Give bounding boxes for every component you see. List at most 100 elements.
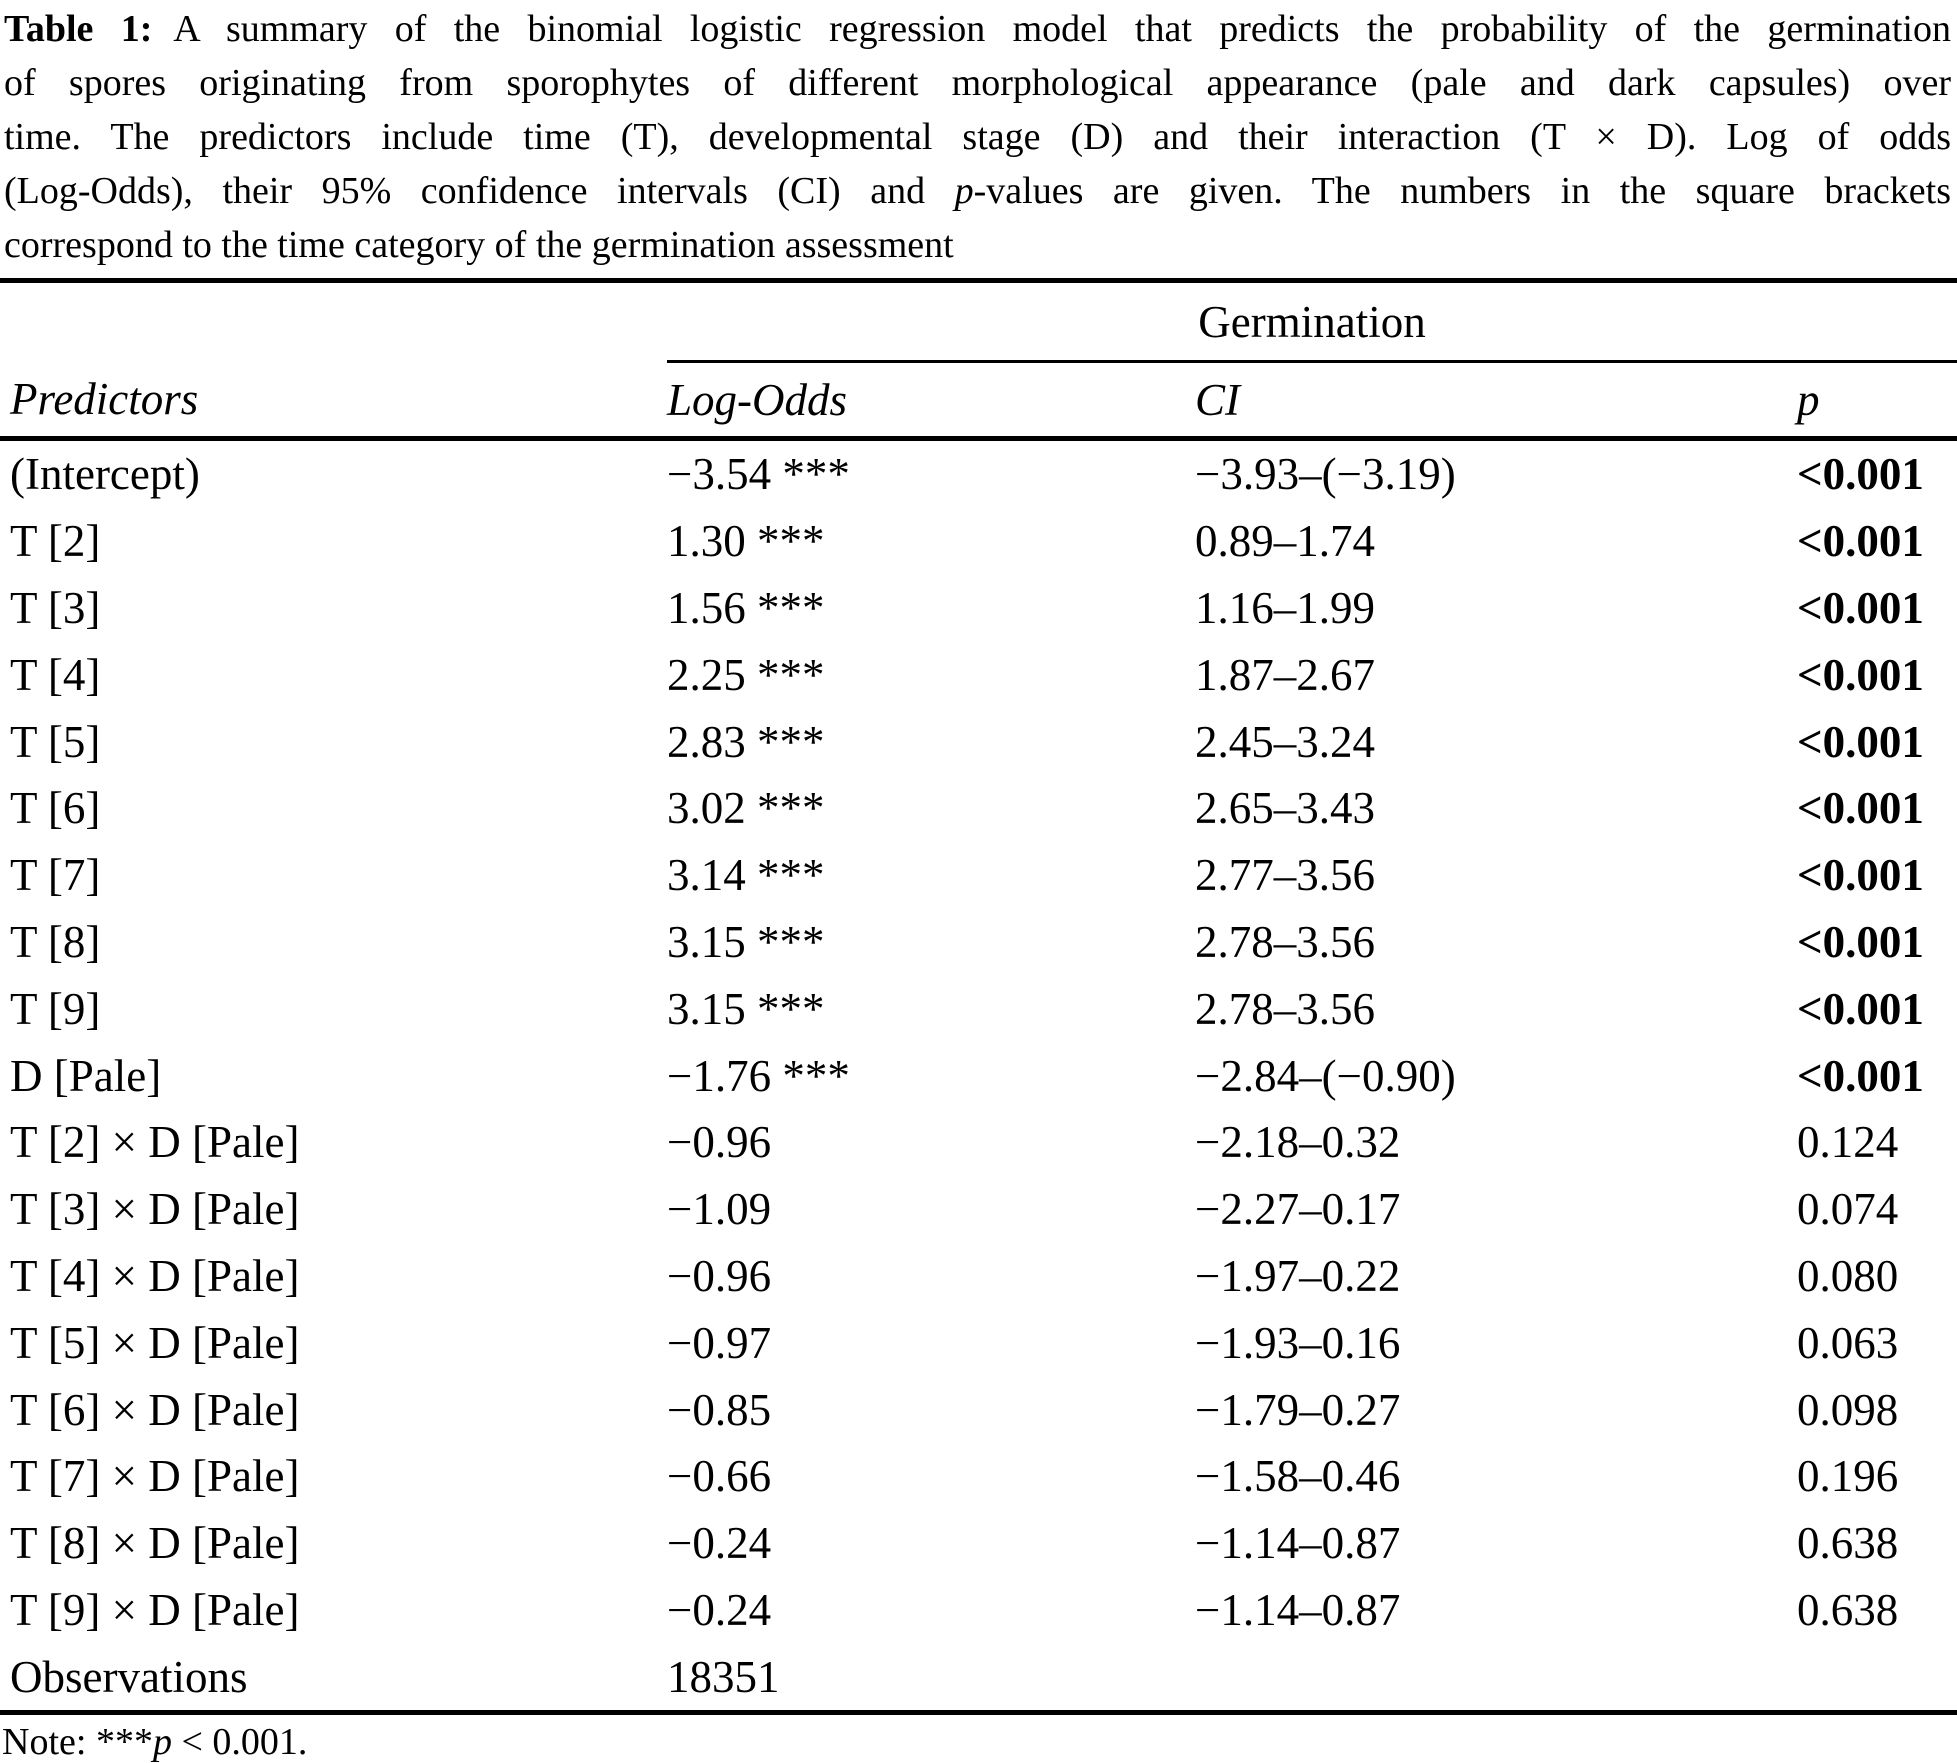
ci-cell: −1.97–0.22 — [1195, 1250, 1401, 1301]
p-cell: <0.001 — [1797, 716, 1924, 767]
ci-cell: 2.78–3.56 — [1195, 983, 1375, 1034]
log-odds-cell: 2.25 *** — [667, 649, 825, 700]
predictor-cell: T [8] × D [Pale] — [10, 1518, 300, 1569]
predictor-cell: T [6] × D [Pale] — [10, 1384, 300, 1435]
ci-cell: 2.65–3.43 — [1195, 783, 1375, 834]
log-odds-cell: −0.97 — [667, 1317, 772, 1368]
ci-cell: −1.14–0.87 — [1195, 1584, 1401, 1635]
predictor-cell: T [2] — [10, 516, 101, 567]
p-cell: 0.098 — [1797, 1384, 1899, 1435]
p-cell: 0.638 — [1797, 1518, 1899, 1569]
ci-cell: −1.93–0.16 — [1195, 1317, 1401, 1368]
predictor-cell: D [Pale] — [10, 1050, 162, 1101]
log-odds-cell: −0.85 — [667, 1384, 772, 1435]
ci-cell: 0.89–1.74 — [1195, 516, 1375, 567]
p-cell: <0.001 — [1797, 449, 1924, 500]
note-threshold: < 0.001. — [171, 1721, 308, 1763]
predictor-cell: T [9] — [10, 983, 101, 1034]
log-odds-cell: −0.66 — [667, 1451, 772, 1502]
column-header-predictors: Predictors — [0, 361, 667, 441]
log-odds-cell: 3.15 *** — [667, 983, 825, 1034]
p-cell: 0.638 — [1797, 1584, 1899, 1635]
regression-table: Germination Predictors Log-Odds CI p (In… — [0, 278, 1957, 1716]
log-odds-cell: −1.09 — [667, 1184, 772, 1235]
note-p-symbol: p — [152, 1721, 172, 1763]
table-row: T [7] × D [Pale] −0.66 −1.58–0.46 0.196 — [0, 1443, 1957, 1510]
table-row: T [9] 3.15 *** 2.78–3.56 <0.001 — [0, 975, 1957, 1042]
p-cell: 0.196 — [1797, 1451, 1899, 1502]
log-odds-cell: −3.54 *** — [667, 449, 850, 500]
note-prefix: Note: — [2, 1721, 96, 1763]
table-caption: Table 1: A summary of the binomial logist… — [0, 0, 1957, 272]
observations-label: Observations — [10, 1651, 248, 1702]
column-header-ci: CI — [1195, 361, 1797, 441]
p-cell: <0.001 — [1797, 850, 1924, 901]
group-header-row: Germination — [0, 280, 1957, 363]
caption-line-5: correspond to the time category of the g… — [4, 224, 954, 266]
ci-cell: −1.14–0.87 — [1195, 1518, 1401, 1569]
table-row: (Intercept) −3.54 *** −3.93–(−3.19) <0.001 — [0, 439, 1957, 508]
predictor-cell: (Intercept) — [10, 449, 200, 500]
p-cell: <0.001 — [1797, 1050, 1924, 1101]
log-odds-cell: 2.83 *** — [667, 716, 825, 767]
table-row: T [4] × D [Pale] −0.96 −1.97–0.22 0.080 — [0, 1243, 1957, 1310]
predictor-cell: T [4] — [10, 649, 101, 700]
table-number-label: Table 1: — [4, 8, 153, 50]
table-note: Note: ***p < 0.001. — [0, 1722, 1957, 1762]
p-cell: <0.001 — [1797, 649, 1924, 700]
ci-cell: 1.87–2.67 — [1195, 649, 1375, 700]
p-cell: <0.001 — [1797, 983, 1924, 1034]
ci-cell: −2.18–0.32 — [1195, 1117, 1401, 1168]
caption-p-symbol: p — [954, 170, 974, 212]
p-cell: 0.124 — [1797, 1117, 1899, 1168]
caption-line-2: of spores originating from sporophytes o… — [4, 62, 1951, 104]
observations-value: 18351 — [667, 1651, 780, 1702]
table-row: T [2] × D [Pale] −0.96 −2.18–0.32 0.124 — [0, 1109, 1957, 1176]
ci-cell: −1.58–0.46 — [1195, 1451, 1401, 1502]
p-cell: <0.001 — [1797, 916, 1924, 967]
table-row: T [9] × D [Pale] −0.24 −1.14–0.87 0.638 — [0, 1577, 1957, 1644]
table-row: T [6] × D [Pale] −0.85 −1.79–0.27 0.098 — [0, 1376, 1957, 1443]
column-header-log-odds: Log-Odds — [667, 361, 1195, 441]
table-row: T [6] 3.02 *** 2.65–3.43 <0.001 — [0, 775, 1957, 842]
log-odds-cell: −0.24 — [667, 1518, 772, 1569]
ci-cell: −1.79–0.27 — [1195, 1384, 1401, 1435]
table-row: T [3] × D [Pale] −1.09 −2.27–0.17 0.074 — [0, 1176, 1957, 1243]
caption-line-4: (Log-Odds), their 95% confidence interva… — [4, 164, 1951, 218]
table-row: T [2] 1.30 *** 0.89–1.74 <0.001 — [0, 508, 1957, 575]
log-odds-cell: −0.24 — [667, 1584, 772, 1635]
p-cell: 0.074 — [1797, 1184, 1899, 1235]
table-row: D [Pale] −1.76 *** −2.84–(−0.90) <0.001 — [0, 1042, 1957, 1109]
predictor-cell: T [3] × D [Pale] — [10, 1184, 300, 1235]
table-row: T [7] 3.14 *** 2.77–3.56 <0.001 — [0, 842, 1957, 909]
caption-text-1: A summary of the binomial logistic regre… — [173, 8, 1951, 50]
predictor-cell: T [8] — [10, 916, 101, 967]
p-cell: <0.001 — [1797, 783, 1924, 834]
log-odds-cell: −0.96 — [667, 1117, 772, 1168]
caption-line-3: time. The predictors include time (T), d… — [4, 116, 1951, 158]
predictor-cell: T [5] — [10, 716, 101, 767]
log-odds-cell: −1.76 *** — [667, 1050, 850, 1101]
p-cell: <0.001 — [1797, 582, 1924, 633]
predictor-cell: T [5] × D [Pale] — [10, 1317, 300, 1368]
p-cell: 0.080 — [1797, 1250, 1899, 1301]
table-row: T [3] 1.56 *** 1.16–1.99 <0.001 — [0, 575, 1957, 642]
ci-cell: −2.84–(−0.90) — [1195, 1050, 1456, 1101]
table-row: T [4] 2.25 *** 1.87–2.67 <0.001 — [0, 641, 1957, 708]
table-row: T [5] × D [Pale] −0.97 −1.93–0.16 0.063 — [0, 1309, 1957, 1376]
table-row: T [8] × D [Pale] −0.24 −1.14–0.87 0.638 — [0, 1510, 1957, 1577]
observations-row: Observations 18351 — [0, 1643, 1957, 1712]
ci-cell-empty — [1195, 1643, 1797, 1712]
ci-cell: 2.77–3.56 — [1195, 850, 1375, 901]
group-header-germination: Germination — [667, 280, 1957, 363]
log-odds-cell: 3.02 *** — [667, 783, 825, 834]
ci-cell: 2.78–3.56 — [1195, 916, 1375, 967]
table-row: T [5] 2.83 *** 2.45–3.24 <0.001 — [0, 708, 1957, 775]
predictor-cell: T [3] — [10, 582, 101, 633]
caption-text-4a: (Log-Odds), their 95% confidence interva… — [4, 170, 955, 212]
column-header-row: Predictors Log-Odds CI p — [0, 361, 1957, 441]
p-cell: 0.063 — [1797, 1317, 1899, 1368]
note-stars: *** — [95, 1721, 153, 1763]
predictor-cell: T [6] — [10, 783, 101, 834]
